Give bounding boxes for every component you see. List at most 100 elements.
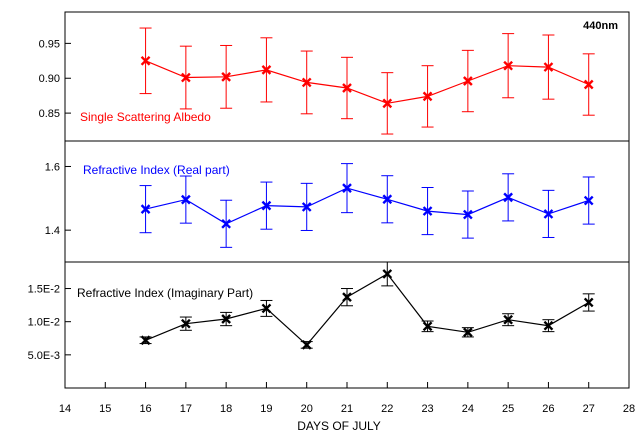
marker-stroke <box>221 218 231 229</box>
data-point <box>422 321 433 332</box>
data-point <box>301 340 312 350</box>
marker-stroke <box>583 195 594 206</box>
marker-stroke <box>503 60 513 71</box>
data-point <box>221 72 231 82</box>
x-tick-label: 18 <box>220 403 232 415</box>
x-tick-label: 20 <box>301 403 313 415</box>
marker-stroke <box>503 314 513 325</box>
panel-single-scattering-albedo: 0.85 0.90 0.95 Single Scattering Albedo <box>39 11 630 142</box>
x-tick-label: 19 <box>260 403 272 415</box>
marker-stroke <box>422 206 433 216</box>
marker-stroke <box>301 77 312 88</box>
marker-stroke <box>181 194 191 205</box>
marker-stroke <box>543 62 554 72</box>
panel-label: Refractive Index (Imaginary Part) <box>77 286 253 300</box>
marker-stroke <box>261 65 272 75</box>
marker-stroke <box>422 321 433 332</box>
x-tick-label: 26 <box>542 403 554 415</box>
data-point <box>342 83 352 93</box>
marker-stroke <box>463 76 473 86</box>
data-point <box>463 209 473 220</box>
x-tick-label: 27 <box>583 403 595 415</box>
x-tick-label: 16 <box>139 403 151 415</box>
marker-stroke <box>261 200 272 211</box>
marker-stroke <box>301 340 312 350</box>
data-point <box>301 77 312 88</box>
data-point <box>543 320 554 331</box>
data-point <box>503 60 513 71</box>
data-point <box>342 183 352 193</box>
y-tick-label: 1.4 <box>45 225 60 237</box>
marker-stroke <box>382 98 393 109</box>
y-tick-label: 5.0E-3 <box>28 350 60 362</box>
marker-stroke <box>583 79 594 90</box>
marker-stroke <box>463 327 473 338</box>
x-tick-label: 22 <box>381 403 393 415</box>
data-point <box>583 195 594 206</box>
data-point <box>543 209 554 219</box>
data-point <box>382 269 393 279</box>
marker-stroke <box>221 72 231 82</box>
data-point <box>140 55 151 66</box>
data-point <box>382 194 393 205</box>
x-axis: 14 15 16 17 18 19 20 21 22 23 24 25 26 27 28 <box>59 382 635 415</box>
marker-stroke <box>140 204 151 214</box>
marker-stroke <box>261 303 272 314</box>
marker-stroke <box>543 209 554 219</box>
marker-stroke <box>382 269 393 279</box>
data-point <box>583 79 594 90</box>
marker-stroke <box>140 335 151 346</box>
data-point <box>221 218 231 229</box>
marker-stroke <box>181 72 191 83</box>
marker-stroke <box>301 202 312 212</box>
data-point <box>181 72 191 83</box>
data-point <box>181 318 191 329</box>
data-point <box>261 65 272 75</box>
series-line <box>145 273 589 346</box>
series-line <box>145 187 589 225</box>
data-point <box>583 297 594 308</box>
marker-stroke <box>382 194 393 205</box>
marker-stroke <box>342 83 352 93</box>
data-point <box>301 202 312 212</box>
x-axis-label: DAYS OF JULY <box>297 419 381 433</box>
y-tick-label: 1.5E-2 <box>28 284 60 296</box>
series-line <box>145 60 589 104</box>
data-point <box>221 314 231 324</box>
data-point <box>463 327 473 338</box>
x-tick-label: 15 <box>99 403 111 415</box>
wavelength-annotation: 440nm <box>583 20 618 32</box>
marker-stroke <box>140 55 151 66</box>
data-point <box>342 292 352 302</box>
y-tick-label: 0.85 <box>39 108 60 120</box>
data-point <box>422 91 433 102</box>
marker-stroke <box>583 297 594 308</box>
data-point <box>422 206 433 216</box>
panel-refractive-index-imaginary: 5.0E-3 1.0E-2 1.5E-2 Refractive Index (Imag… <box>28 261 630 389</box>
y-tick-label: 1.6 <box>45 161 60 173</box>
x-tick-label: 28 <box>623 403 635 415</box>
data-point <box>261 200 272 211</box>
panel-label: Refractive Index (Real part) <box>83 163 230 177</box>
marker-stroke <box>181 318 191 329</box>
marker-stroke <box>342 292 352 302</box>
data-point <box>382 98 393 109</box>
data-point <box>140 204 151 214</box>
y-tick-label: 0.90 <box>39 73 60 85</box>
data-point <box>463 76 473 86</box>
x-tick-label: 21 <box>341 403 353 415</box>
data-point <box>261 303 272 314</box>
marker-stroke <box>503 192 513 203</box>
data-point <box>503 192 513 203</box>
data-point <box>140 335 151 346</box>
data-point <box>543 62 554 72</box>
marker-stroke <box>463 209 473 220</box>
marker-stroke <box>543 320 554 331</box>
x-tick-label: 14 <box>59 403 71 415</box>
panel-label: Single Scattering Albedo <box>80 110 211 124</box>
y-tick-label: 0.95 <box>39 38 60 50</box>
data-point <box>181 194 191 205</box>
data-point <box>503 314 513 325</box>
y-tick-label: 1.0E-2 <box>28 317 60 329</box>
